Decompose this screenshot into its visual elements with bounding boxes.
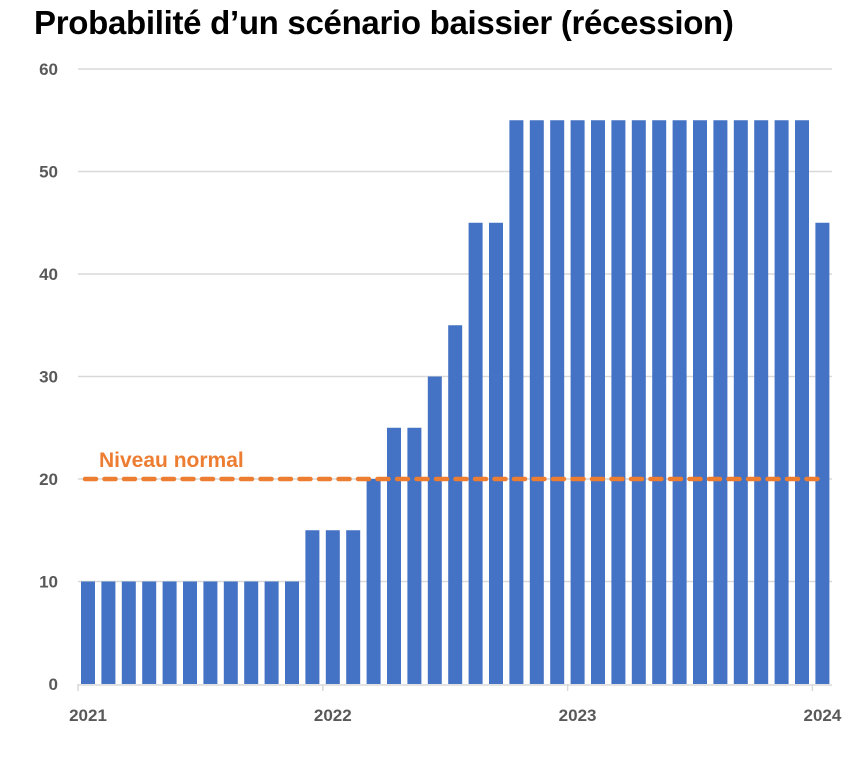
chart-title: Probabilité d’un scénario baissier (réce… <box>34 4 734 41</box>
y-tick-label: 20 <box>39 470 58 489</box>
reference-line-label: Niveau normal <box>99 449 244 472</box>
y-tick-label: 60 <box>39 60 58 79</box>
bar <box>774 120 789 684</box>
bar <box>325 530 340 684</box>
bar <box>305 530 320 684</box>
bar <box>509 120 524 684</box>
x-tick-label: 2024 <box>803 706 841 725</box>
y-tick-label: 30 <box>39 368 58 387</box>
bar <box>733 120 748 684</box>
bar <box>570 120 585 684</box>
bar <box>468 222 483 684</box>
bar <box>631 120 646 684</box>
bar <box>489 222 503 684</box>
bar <box>346 530 361 684</box>
bar <box>407 427 422 684</box>
bar <box>591 120 605 684</box>
bar <box>244 581 259 684</box>
y-tick-label: 0 <box>49 675 58 694</box>
bar <box>183 581 197 684</box>
bar <box>223 581 238 684</box>
y-tick-label: 40 <box>39 265 58 284</box>
x-tick-label: 2023 <box>559 706 597 725</box>
bar <box>529 120 544 684</box>
bar <box>162 581 177 684</box>
bar <box>611 120 626 684</box>
bar <box>142 581 157 684</box>
bar <box>81 581 95 684</box>
bar <box>285 581 299 684</box>
bar <box>121 581 136 684</box>
bar <box>387 427 401 684</box>
bar <box>101 581 116 684</box>
bar <box>448 325 463 684</box>
bar <box>366 479 381 684</box>
x-tick-label: 2021 <box>69 706 107 725</box>
bar <box>652 120 667 684</box>
bar <box>550 120 565 684</box>
bar <box>815 222 830 684</box>
bar <box>427 376 442 684</box>
y-tick-label: 50 <box>39 163 58 182</box>
bar <box>754 120 769 684</box>
bar <box>203 581 218 684</box>
bar <box>713 120 728 684</box>
bar <box>795 120 809 684</box>
bar <box>264 581 279 684</box>
bar <box>672 120 687 684</box>
bar <box>693 120 707 684</box>
x-tick-label: 2022 <box>314 706 352 725</box>
y-tick-label: 10 <box>39 573 58 592</box>
